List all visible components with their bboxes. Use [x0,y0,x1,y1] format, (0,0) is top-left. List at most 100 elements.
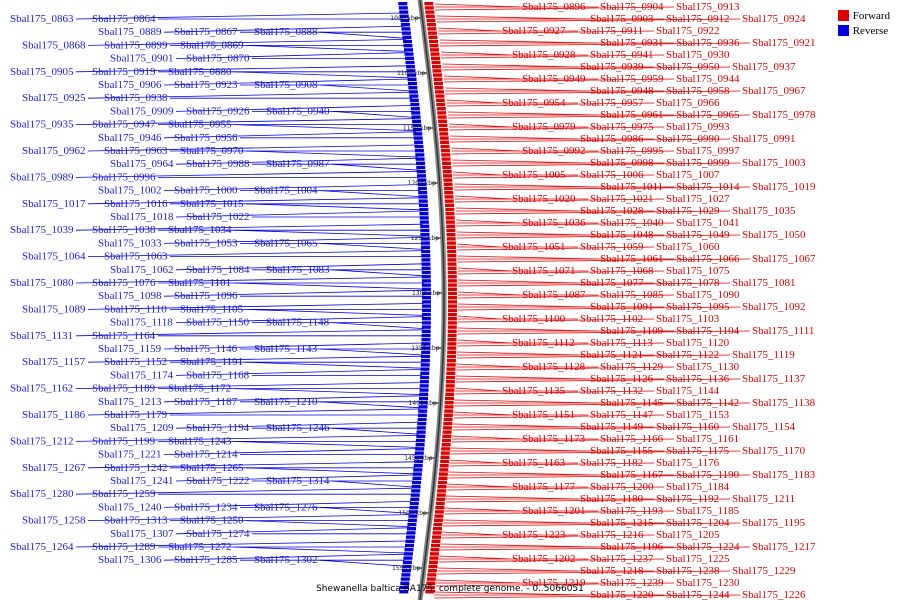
gene-label-forward: Sbal175_1237 [590,553,654,565]
reverse-feature [421,312,431,317]
reverse-connector [87,355,423,363]
forward-feature [442,161,451,165]
forward-connector [448,474,751,479]
forward-feature [446,228,456,233]
forward-feature [447,283,457,287]
forward-connector [450,450,741,455]
forward-feature [434,86,444,90]
forward-feature [447,354,456,359]
forward-feature [438,123,448,128]
reverse-connector [163,237,424,244]
forward-connector [453,411,511,416]
gene-label-reverse: Sbal175_0880 [168,66,232,78]
gene-label-forward: Sbal175_0924 [742,13,806,25]
gene-label-forward: Sbal175_1202 [512,553,576,565]
gene-label-forward: Sbal175_0904 [600,1,664,13]
reverse-connector [163,395,421,403]
forward-feature [447,266,457,270]
forward-connector [452,423,579,428]
gene-label-reverse: Sbal175_1150 [186,317,250,329]
legend-reverse: Reverse [837,23,890,38]
forward-connector [447,483,511,488]
reverse-feature [418,401,428,405]
reverse-feature [402,564,412,569]
gene-label-forward: Sbal175_1129 [600,361,664,373]
forward-connector [449,459,501,464]
forward-connector [456,354,731,359]
forward-feature [429,44,439,48]
forward-feature [438,472,448,476]
reverse-feature [407,73,416,77]
reverse-feature [420,237,430,241]
forward-connector [436,15,589,20]
ruler-label: 1500 kbp [399,510,427,517]
reverse-feature [417,178,427,182]
forward-connector [451,147,521,152]
gene-label-forward: Sbal175_0931 [600,37,664,49]
gene-label-forward: Sbal175_1166 [600,433,664,445]
gene-label-forward: Sbal175_1014 [676,181,740,193]
forward-feature [437,111,447,115]
gene-label-forward: Sbal175_0992 [522,145,586,157]
gene-label-reverse: Sbal175_0864 [92,13,156,25]
gene-label-forward: Sbal175_0921 [752,37,816,49]
forward-feature [427,31,437,35]
forward-connector [454,399,599,404]
reverse-connector [163,131,417,139]
forward-feature [440,459,450,464]
reverse-feature [417,174,426,178]
gene-label-forward: Sbal175_1120 [666,337,730,349]
forward-feature [440,140,450,144]
forward-connector [457,327,599,332]
gene-label-reverse: Sbal175_0989 [10,171,74,183]
reverse-feature [409,94,419,98]
forward-feature [445,212,455,216]
gene-label-reverse: Sbal175_1187 [174,396,238,408]
forward-feature [445,220,455,224]
legend-forward-label: Forward [852,9,890,22]
ruler-label: 1300 kbp [412,290,440,297]
reverse-feature [399,585,409,590]
reverse-feature [420,367,430,371]
reverse-connector [75,276,424,284]
forward-connector [438,30,655,35]
forward-feature [431,60,441,65]
forward-connector [456,363,521,368]
reverse-feature [401,31,411,35]
forward-feature [445,203,454,207]
forward-feature [440,149,450,153]
gene-label-forward: Sbal175_0995 [600,145,664,157]
reverse-connector [87,91,413,99]
reverse-connector [163,25,405,33]
reverse-feature [404,52,414,56]
gene-label-reverse: Sbal175_1234 [174,501,238,513]
forward-feature [440,144,450,149]
gene-label-forward: Sbal175_1161 [676,433,739,445]
forward-connector [442,66,731,71]
reverse-feature [399,10,409,14]
reverse-feature [412,472,422,476]
gene-label-forward: Sbal175_1003 [742,157,806,169]
forward-connector [443,75,521,80]
forward-connector [457,282,731,287]
gene-label-reverse: Sbal175_1162 [10,383,73,395]
forward-feature [428,35,438,39]
forward-connector [457,306,741,311]
forward-feature [425,10,435,14]
reverse-feature [402,35,412,39]
reverse-feature [406,535,415,539]
reverse-connector [75,65,410,73]
gene-label-forward: Sbal175_1200 [590,481,654,493]
forward-connector [451,150,675,155]
gene-label-reverse: Sbal175_1002 [98,185,162,197]
forward-feature [446,371,456,375]
forward-feature [436,107,446,111]
forward-connector [438,555,511,560]
gene-label-forward: Sbal175_1153 [666,409,730,421]
gene-label-reverse: Sbal175_0926 [186,105,250,117]
gene-label-forward: Sbal175_1138 [752,397,816,409]
forward-connector [444,507,521,512]
reverse-feature [414,455,424,459]
forward-feature [446,363,456,367]
